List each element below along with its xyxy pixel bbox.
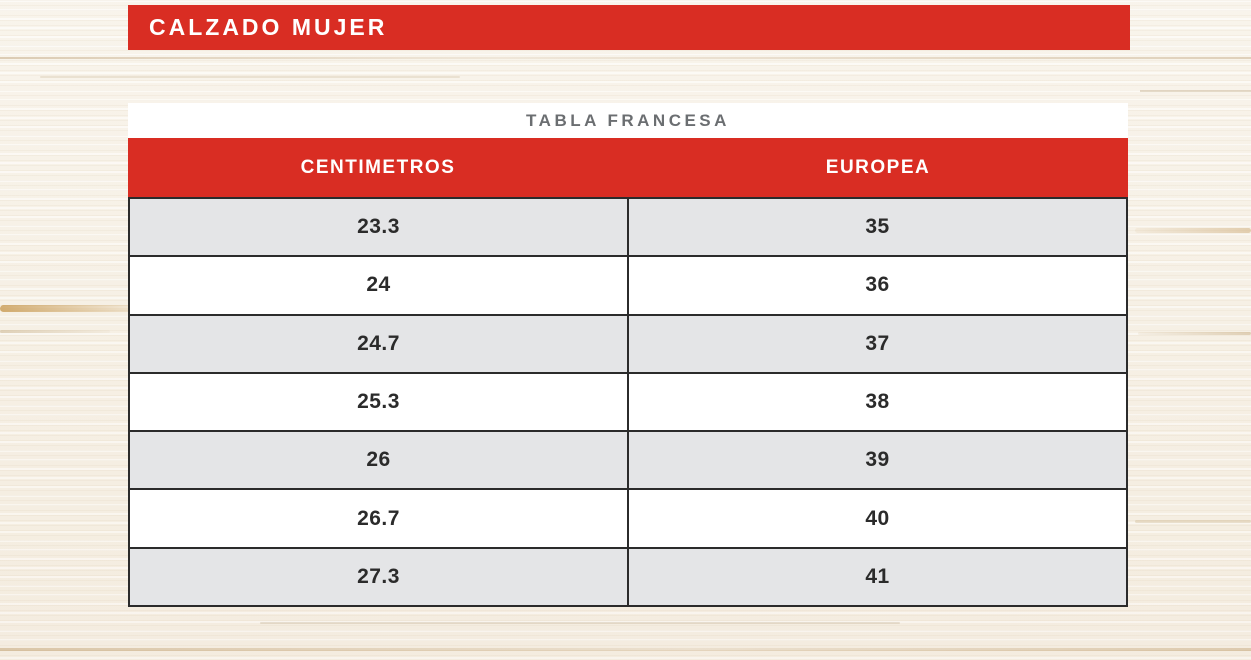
table-header-row: CENTIMETROS EUROPEA: [128, 138, 1128, 197]
table-row: 26.7 40: [130, 488, 1126, 547]
category-banner: CALZADO MUJER: [128, 5, 1130, 50]
table-row: 24 36: [130, 255, 1126, 314]
cell-centimetros: 23.3: [130, 199, 629, 256]
category-banner-title: CALZADO MUJER: [149, 14, 388, 40]
wood-streak: [0, 305, 135, 312]
table-row: 23.3 35: [130, 199, 1126, 256]
wood-streak: [1140, 90, 1251, 92]
cell-centimetros: 26.7: [130, 490, 629, 547]
column-header-europea: EUROPEA: [825, 156, 931, 178]
table-row: 25.3 38: [130, 371, 1126, 431]
cell-centimetros: 27.3: [130, 548, 629, 605]
wood-seam: [0, 648, 1251, 651]
cell-europea: 37: [865, 331, 890, 355]
size-table-card: TABLA FRANCESA CENTIMETROS EUROPEA 23.3 3…: [128, 103, 1128, 607]
cell-europea: 35: [865, 215, 890, 239]
cell-centimetros: 24: [130, 257, 629, 314]
wood-streak: [260, 622, 900, 624]
table-title: TABLA FRANCESA: [526, 110, 730, 130]
cell-europea: 41: [865, 564, 890, 588]
wood-streak: [40, 76, 460, 78]
cell-centimetros: 25.3: [130, 373, 629, 431]
wood-seam: [0, 57, 1251, 59]
cell-europea: 36: [865, 273, 890, 297]
table-row: 27.3 41: [130, 546, 1126, 605]
cell-centimetros: 26: [130, 432, 629, 489]
table-row: 24.7 37: [130, 313, 1126, 372]
table-title-band: TABLA FRANCESA: [128, 103, 1128, 138]
wood-streak: [1138, 332, 1251, 335]
table-row: 26 39: [130, 430, 1126, 489]
cell-europea: 40: [865, 506, 890, 530]
cell-centimetros: 24.7: [130, 315, 629, 372]
wood-streak: [1135, 520, 1251, 523]
wood-streak: [0, 330, 110, 333]
wood-streak: [1135, 228, 1251, 233]
size-table-body: 23.3 35 24 36 24.7 37 25.3 38 26 39 26.7 40 27.3 41: [128, 197, 1128, 607]
column-header-centimetros: CENTIMETROS: [300, 156, 456, 178]
cell-europea: 38: [865, 389, 890, 413]
cell-europea: 39: [865, 448, 890, 472]
